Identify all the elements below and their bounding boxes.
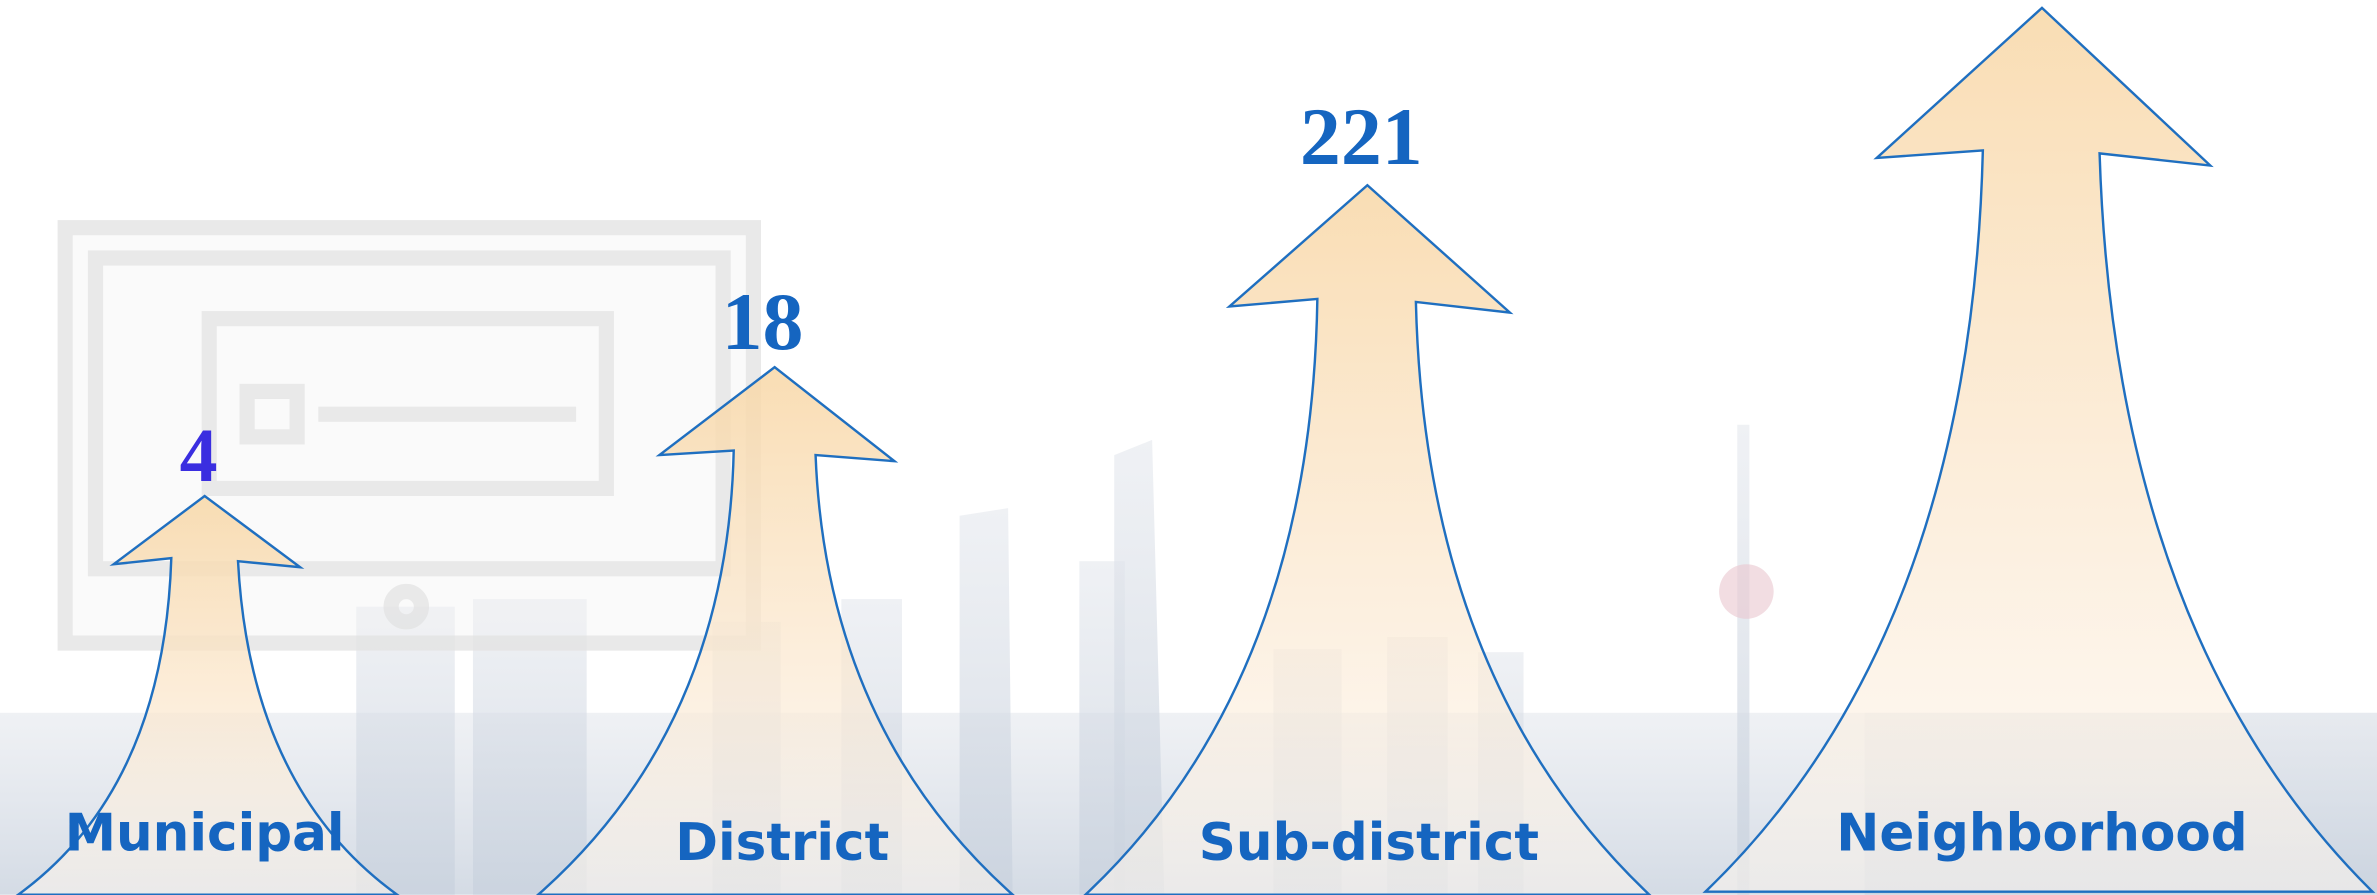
monitor-icon [65, 228, 753, 643]
count: 4 [180, 414, 218, 498]
count: 18 [722, 276, 804, 367]
count: 221 [1300, 91, 1423, 182]
level-label: Neighborhood [1836, 804, 2247, 864]
level-label: Sub-district [1199, 813, 1539, 873]
page: 4 18 221 Municipal District Sub-district… [0, 0, 2377, 895]
level-label: Municipal [65, 804, 345, 864]
infographic: 4 18 221 Municipal District Sub-district… [0, 0, 2377, 895]
level-label: District [675, 813, 889, 873]
